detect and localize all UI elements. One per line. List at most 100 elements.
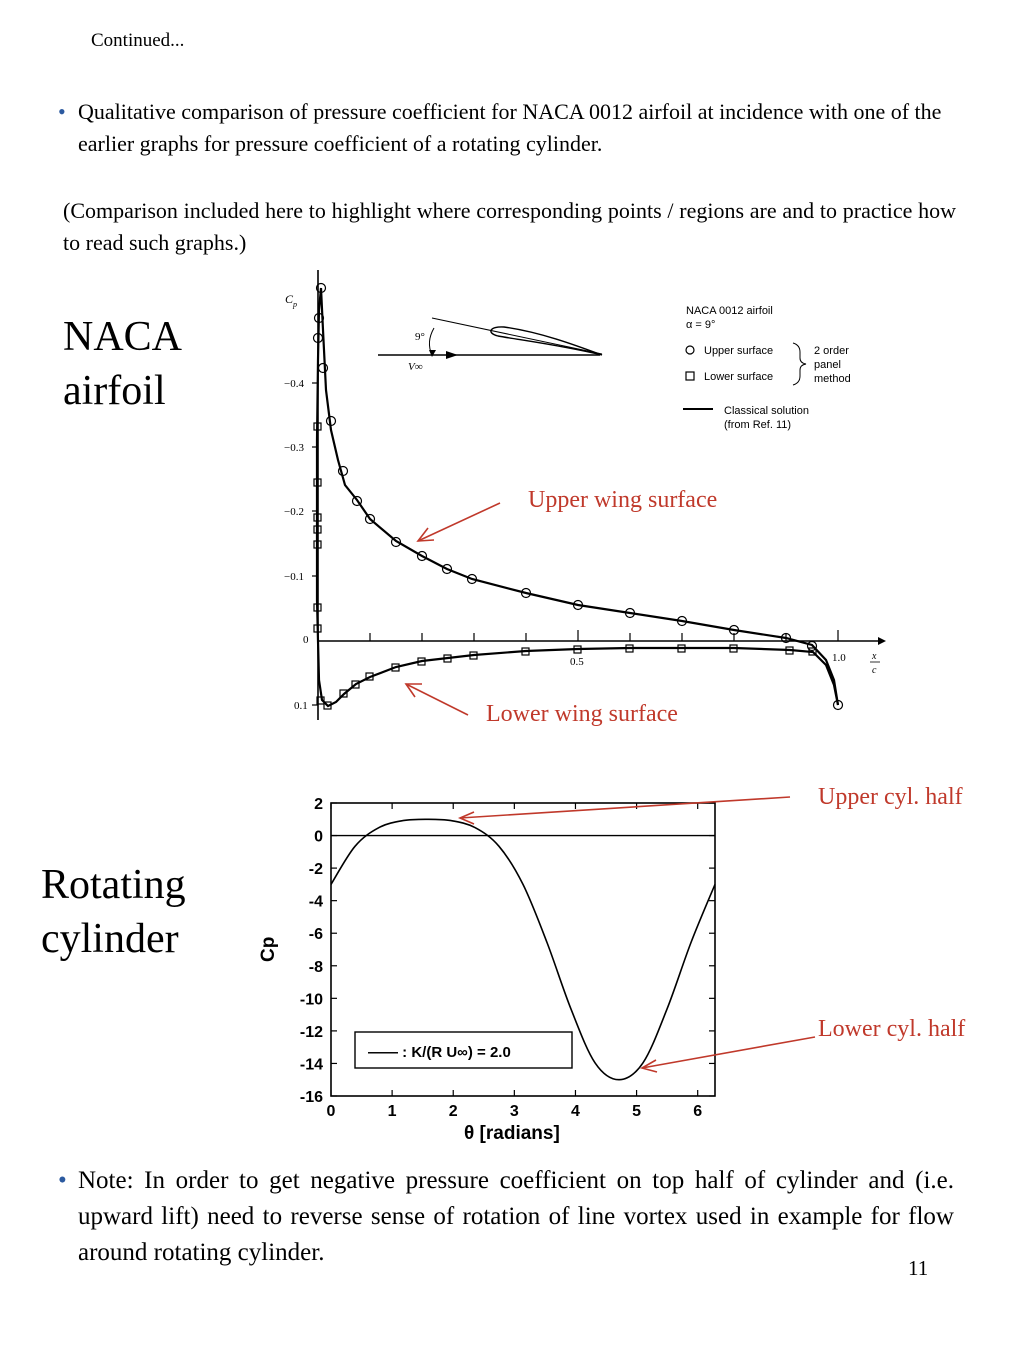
- upper-marker: [337, 465, 349, 477]
- lower-cyl-annotation: Lower cyl. half: [818, 1016, 965, 1042]
- upper-marker: [317, 362, 329, 374]
- bullet-dot-icon: •: [58, 99, 66, 124]
- rotating-section-label: Rotating cylinder: [41, 858, 186, 966]
- lower-marker: [573, 645, 582, 654]
- lower-marker: [313, 525, 322, 534]
- cyl-y-tick-label: -16: [300, 1089, 323, 1106]
- upper-marker: [315, 282, 327, 294]
- lower-wing-arrowhead-icon: [404, 683, 422, 698]
- rot-label-line1: Rotating: [41, 862, 186, 908]
- lower-marker: [785, 646, 794, 655]
- naca-y-tick-label: −0.2: [284, 506, 304, 518]
- upper-wing-annotation: Upper wing surface: [528, 487, 717, 513]
- naca-x-label-den: c: [872, 665, 877, 676]
- naca-y-tick-label: 0.1: [294, 700, 308, 712]
- page-number: 11: [908, 1256, 929, 1280]
- lower-marker: [417, 657, 426, 666]
- upper-marker: [466, 573, 478, 585]
- upper-marker: [312, 332, 324, 344]
- naca-ylabel-sub: p: [292, 300, 297, 309]
- lower-marker: [323, 701, 332, 710]
- cyl-legend-box: [354, 1031, 573, 1069]
- lower-marker: [313, 603, 322, 612]
- upper-marker: [624, 607, 636, 619]
- naca-ylabel-main: C: [285, 292, 294, 306]
- naca-upper-markers: [312, 282, 844, 711]
- cyl-cp-series-line: [330, 818, 716, 1081]
- upper-marker: [364, 513, 376, 525]
- lower-marker: [313, 540, 322, 549]
- cyl-x-axis-label: θ [radians]: [464, 1123, 560, 1144]
- lower-cyl-arrow-line: [641, 1036, 816, 1069]
- cyl-y-axis-label: Cp: [258, 937, 279, 962]
- cyl-y-tick-label: -8: [309, 959, 323, 976]
- chord-line: [431, 317, 603, 355]
- lower-marker: [313, 422, 322, 431]
- cyl-x-tick-label: 4: [571, 1103, 580, 1120]
- legend-circle-icon: [685, 345, 695, 355]
- lower-cyl-arrowhead-icon: [639, 1059, 658, 1073]
- freestream-arrow-icon: [446, 351, 458, 359]
- naca-legend-method-2: panel: [814, 359, 841, 371]
- lower-marker: [339, 689, 348, 698]
- lower-marker: [313, 624, 322, 633]
- naca-y-tick-label: 0: [303, 634, 309, 646]
- bullet-intro: • Qualitative comparison of pressure coe…: [58, 96, 954, 160]
- lower-marker: [313, 478, 322, 487]
- naca-x-label-num: x: [871, 651, 877, 662]
- cyl-y-tick-label: -14: [300, 1056, 323, 1073]
- naca-legend-method-1: 2 order: [814, 345, 849, 357]
- upper-marker: [728, 624, 740, 636]
- naca-y-tick-label: −0.1: [284, 571, 304, 583]
- cylinder-cp-chart: 2 0 -2 -4 -6 -8 -10 -12 -14 -16 0 1 2 3 4 5 6 —— : K/(R…: [258, 796, 716, 1144]
- cyl-y-tick-label: 0: [314, 829, 323, 846]
- angle-label: 9°: [415, 331, 425, 343]
- lower-marker: [521, 647, 530, 656]
- naca-y-axis-label: Cp: [285, 292, 297, 309]
- bullet-intro-text: Qualitative comparison of pressure coeff…: [78, 99, 942, 156]
- bullet-note-text: Note: In order to get negative pressure …: [78, 1167, 954, 1266]
- lower-marker: [808, 647, 817, 656]
- lower-marker: [313, 513, 322, 522]
- lower-marker: [365, 672, 374, 681]
- angle-arrow-icon: [429, 350, 436, 357]
- naca-x-tick-label: 1.0: [832, 652, 846, 664]
- lower-marker: [391, 663, 400, 672]
- naca-x-tick-marks: [369, 630, 839, 641]
- naca-y-tick-labels: −0.4 −0.3 −0.2 −0.1 0 0.1: [284, 378, 309, 712]
- cyl-x-tick-label: 2: [449, 1103, 458, 1120]
- rot-label-line2: cylinder: [41, 916, 179, 962]
- naca-x-tick-label: 0.5: [570, 656, 584, 668]
- cyl-y-ticks: 2 0 -2 -4 -6 -8 -10 -12 -14 -16: [300, 796, 715, 1106]
- naca-x-axis-arrow-icon: [878, 637, 886, 645]
- cyl-x-tick-label: 5: [632, 1103, 641, 1120]
- upper-marker: [390, 536, 402, 548]
- upper-marker: [416, 550, 428, 562]
- naca-section-label: NACA airfoil: [63, 310, 182, 418]
- upper-cyl-arrowhead-icon: [457, 811, 475, 825]
- upper-marker: [832, 699, 844, 711]
- naca-lower-markers: [313, 422, 817, 710]
- bullet-note: • Note: In order to get negative pressur…: [58, 1163, 954, 1271]
- upper-wing-arrow-line: [417, 502, 501, 542]
- naca-label-line2: airfoil: [63, 368, 166, 414]
- upper-marker: [676, 615, 688, 627]
- upper-marker: [441, 563, 453, 575]
- naca-legend-alpha: α = 9°: [686, 319, 715, 331]
- naca-label-line1: NACA: [63, 314, 183, 360]
- naca-legend-lower: Lower surface: [704, 371, 773, 383]
- lower-marker: [351, 680, 360, 689]
- lower-marker: [625, 644, 634, 653]
- upper-marker: [313, 312, 325, 324]
- naca-legend-title: NACA 0012 airfoil: [686, 305, 773, 317]
- upper-marker: [351, 495, 363, 507]
- lower-marker: [443, 654, 452, 663]
- naca-legend-method-3: method: [814, 373, 851, 385]
- lower-wing-arrow-line: [405, 683, 469, 716]
- cyl-y-tick-label: -10: [300, 991, 323, 1008]
- lower-marker: [677, 644, 686, 653]
- vinf-label: V∞: [408, 361, 423, 373]
- cyl-x-tick-label: 6: [693, 1103, 702, 1120]
- cyl-y-tick-label: -6: [309, 926, 323, 943]
